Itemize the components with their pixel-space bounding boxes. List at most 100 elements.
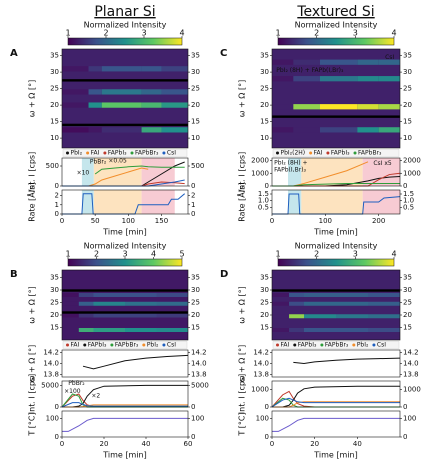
plot-frame xyxy=(61,189,189,215)
y-tick-label: 30 xyxy=(191,68,200,76)
legend-label: CsI xyxy=(167,150,176,157)
heatmap-cell xyxy=(93,301,125,306)
heatmap-cell xyxy=(272,314,290,319)
x-tick-label: 20 xyxy=(310,440,319,448)
y-tick-label: 15 xyxy=(260,118,269,126)
x-axis-label: Time [min] xyxy=(313,228,357,237)
legend-label: FAPbI₃ xyxy=(298,342,317,349)
colorbar-tick-label: 3 xyxy=(353,29,358,38)
legend-label: CsI xyxy=(377,342,386,349)
legend-box xyxy=(62,149,188,157)
y-tick-label: 0 xyxy=(55,210,59,218)
colorbar-tick-label: 2 xyxy=(94,250,99,259)
heatmap-cell xyxy=(272,104,294,110)
x-tick-label: 40 xyxy=(142,440,151,448)
plot-frame xyxy=(61,380,189,408)
y-tick-label: 1000 xyxy=(403,386,421,394)
panel-label: A xyxy=(10,48,18,59)
legend-marker xyxy=(326,151,330,155)
colorbar-tick-label: 4 xyxy=(391,250,396,259)
y-tick-label: 20 xyxy=(50,311,59,319)
heatmap-cell xyxy=(320,76,358,82)
heatmap-cell xyxy=(156,293,188,297)
heatmap-cell xyxy=(62,328,79,332)
heatmap-cell xyxy=(88,127,102,133)
y-tick-label: 25 xyxy=(260,85,269,93)
plot-frame xyxy=(61,48,189,149)
y-tick-label: 2 xyxy=(191,192,195,200)
y-tick-label: 0 xyxy=(191,210,195,218)
y-tick-label: 0 xyxy=(55,403,59,411)
legend-label: PbI₂ xyxy=(357,342,369,349)
plot-frame xyxy=(61,349,189,378)
y-tick-label: 1 xyxy=(55,201,59,209)
y-tick-label: 14.2 xyxy=(191,349,207,357)
heatmap-background xyxy=(62,49,188,148)
y-tick-label: 0 xyxy=(55,182,59,190)
y-tick-label: 25 xyxy=(191,85,200,93)
y-tick-label: 20 xyxy=(50,101,59,109)
y-axis-label: T [°C] xyxy=(238,412,247,436)
x-tick-label: 20 xyxy=(100,440,109,448)
heatmap-cell xyxy=(88,89,102,95)
y-tick-label: 30 xyxy=(403,68,412,76)
heatmap-cell xyxy=(289,328,304,332)
y-axis-label: Int. I [cps] xyxy=(238,374,247,414)
y-axis-label: T [°C] xyxy=(28,412,37,436)
heatmap-cell xyxy=(161,127,188,133)
heatmap-cell xyxy=(368,301,400,306)
y-tick-label: 2 xyxy=(55,192,59,200)
heatmap-cell xyxy=(88,102,102,108)
annotation: ×0.05 xyxy=(108,158,127,165)
y-tick-label: 13.8 xyxy=(191,370,207,378)
heatmap-cell xyxy=(78,301,94,306)
heatmap-cell xyxy=(141,66,162,72)
colorbar xyxy=(67,258,183,267)
heatmap-cell xyxy=(378,76,400,82)
heatmap-cell xyxy=(289,293,304,297)
heatmap-cell xyxy=(293,104,320,110)
heatmap-cell xyxy=(93,293,125,297)
legend-label: FAPbBr₃ xyxy=(135,150,159,157)
y-tick-label: 0 xyxy=(265,403,269,411)
heatmap-cell xyxy=(272,293,290,297)
legend-marker xyxy=(353,151,357,155)
data-line xyxy=(272,417,400,432)
plot-frame xyxy=(61,410,189,438)
legend-marker xyxy=(162,151,166,155)
colorbar-title: Normalized Intensity xyxy=(295,21,378,30)
heatmap-cell xyxy=(272,301,290,306)
column-title: Textured Si xyxy=(296,4,374,20)
y-tick-label: 30 xyxy=(403,286,412,294)
heatmap-cell xyxy=(336,314,368,319)
plot-frame xyxy=(271,189,401,215)
data-line xyxy=(271,397,400,408)
legend-marker xyxy=(276,151,279,155)
y-tick-label: 30 xyxy=(50,286,59,294)
plot-frame xyxy=(271,410,401,438)
legend-label: FAPbBr₃ xyxy=(115,342,139,349)
colorbar-tick-label: 1 xyxy=(275,29,280,38)
y-axis-label: ω + Ω [°] xyxy=(238,286,247,323)
legend-box xyxy=(62,341,188,349)
y-tick-label: 15 xyxy=(191,324,200,332)
y-tick-label: 25 xyxy=(260,299,269,307)
heatmap-cell xyxy=(93,313,125,318)
y-axis-label: Int. I [cps] xyxy=(238,152,247,192)
heatmap-cell xyxy=(161,89,188,95)
heatmap-cell xyxy=(320,104,358,110)
y-tick-label: 0 xyxy=(191,403,195,411)
y-tick-label: 100 xyxy=(256,414,269,422)
y-tick-label: 35 xyxy=(50,274,59,282)
heatmap-cell xyxy=(125,301,157,306)
y-tick-label: 20 xyxy=(260,311,269,319)
plot-frame xyxy=(271,269,401,341)
heatmap-cell xyxy=(125,313,157,318)
panel-label: C xyxy=(220,48,227,59)
legend-label: CsI xyxy=(167,342,176,349)
heatmap-cell xyxy=(272,76,294,82)
y-axis-label: ω + Ω [°] xyxy=(28,286,37,323)
legend-label: FAPbI₃ xyxy=(88,342,107,349)
y-tick-label: 20 xyxy=(260,101,269,109)
heatmap-cell xyxy=(101,89,142,95)
